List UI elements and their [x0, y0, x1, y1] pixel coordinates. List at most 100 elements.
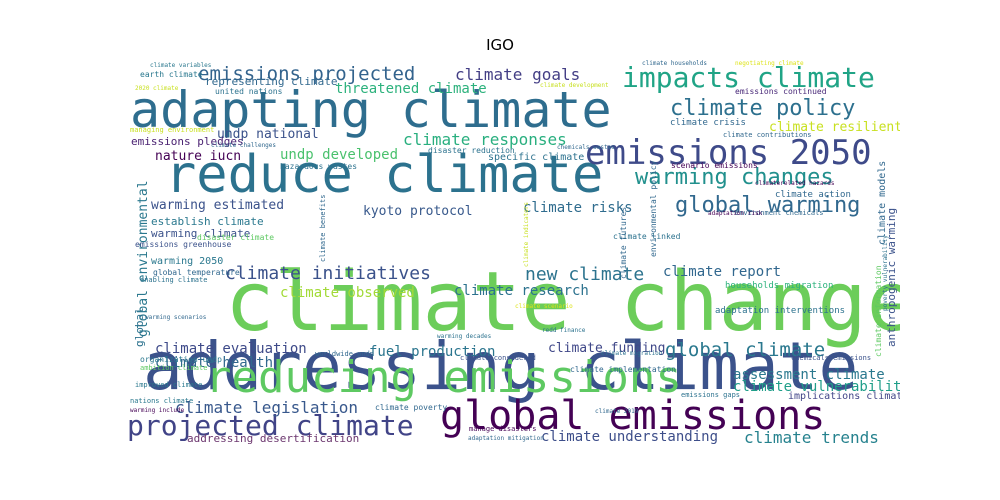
- word-warming-include: warming include: [130, 407, 185, 414]
- word-united-nations: united nations: [215, 87, 283, 96]
- word-poverty-vulnerability: poverty vulnerability: [882, 235, 889, 311]
- word-representing-climate: representing climate: [205, 75, 337, 88]
- word-adaptation-interventions: adaptation interventions: [715, 306, 845, 316]
- word-adapting-climate: adapting climate: [130, 81, 612, 139]
- word-kyoto-protocol: kyoto protocol: [363, 204, 473, 219]
- word-warming-decades: warming decades: [437, 333, 492, 340]
- word-environment-chemicals: environment chemicals: [735, 209, 824, 217]
- word-climate-evaluation: climate evaluation: [155, 341, 307, 357]
- word-emissions-greenhouse: emissions greenhouse: [135, 240, 232, 249]
- word-warming-2050: warming 2050: [151, 256, 223, 267]
- word-chemicals-wastes: chemicals wastes: [557, 144, 615, 151]
- word-climate-migration: climate migration: [601, 350, 663, 357]
- word-climate-crisis: climate crisis: [670, 118, 746, 128]
- word-impacts-climate: impacts climate: [622, 61, 875, 94]
- word-nature-iucn: nature iucn: [155, 149, 241, 164]
- word-households-migration: households migration: [725, 281, 833, 291]
- word-climate-considered: climate considered: [460, 354, 536, 362]
- word-climate-implementation: climate implementation: [570, 365, 676, 374]
- word-emissions-continued: emissions continued: [735, 87, 827, 96]
- word-emissions-gaps: emissions gaps: [681, 391, 740, 399]
- word-enabling-climate: enabling climate: [140, 276, 207, 284]
- word-global-emissions: global emissions: [440, 393, 825, 439]
- word-climate-contributions: climate contributions: [723, 131, 812, 139]
- word-assessment-climate: assessment climate: [733, 367, 885, 383]
- word-chemicals-emissions: chemicals emissions: [791, 354, 871, 362]
- word-global: global: [133, 307, 146, 347]
- word-warming-climate: warming climate: [151, 227, 250, 240]
- chart-title: IGO: [486, 36, 514, 54]
- word-global-climate: global climate: [665, 339, 825, 361]
- word-climate-benefits: climate benefits: [319, 195, 327, 262]
- word-reduce-climate: reduce climate: [165, 145, 603, 205]
- word-climate-models: climate models: [877, 161, 888, 245]
- word-global-warming: global warming: [675, 193, 860, 218]
- word-projected-climate: projected climate: [127, 409, 414, 442]
- word-climate-households: climate households: [642, 60, 707, 67]
- word-climate-health: climate health: [155, 355, 273, 371]
- word-climate-goals: climate goals: [455, 65, 580, 84]
- word-warming-changes: warming changes: [635, 165, 834, 190]
- word-hazardous-wastes: hazardous wastes: [280, 162, 357, 171]
- word-managing-environment: managing environment: [130, 126, 214, 134]
- word-specific-climate: specific climate: [488, 152, 584, 163]
- word-reducing-emissions: reducing emissions: [205, 352, 682, 403]
- word-climate-information: climate information: [874, 265, 883, 357]
- word-climate-challenges: climate challenges: [211, 142, 276, 149]
- word-warming-scenarios: warming scenarios: [145, 314, 207, 321]
- word-2020-climate: 2020 climate: [135, 85, 179, 92]
- word-ambition-climate: ambition climate: [140, 364, 207, 372]
- word-climate-funding: climate funding: [548, 341, 665, 356]
- word-establish-climate: establish climate: [151, 215, 264, 228]
- word-earth-climate: earth climate: [140, 70, 203, 79]
- word-new-climate: new climate: [525, 264, 644, 285]
- word-climate-policy: climate policy: [670, 96, 855, 121]
- word-climaterelated-hazards: climaterelated hazards: [755, 180, 835, 187]
- word-scenario-emissions: scenario emissions: [671, 161, 758, 170]
- word-improved-climate: improved climate: [135, 381, 202, 389]
- word-undp-national: undp national: [217, 127, 319, 142]
- word-climate-legislation: climate legislation: [175, 398, 358, 417]
- word-threatened-climate: threatened climate: [335, 81, 487, 97]
- word-climate-observed: climate observed: [280, 285, 415, 301]
- word-climate-futures: climate futures: [619, 207, 628, 279]
- word-emissions-2050: emissions 2050: [585, 133, 872, 173]
- word-environmental-policy: environmental policy: [649, 160, 658, 257]
- word-adaptation-mitigation: adaptation mitigation: [468, 435, 544, 442]
- word-addressing-climate: addressing climate: [143, 328, 858, 405]
- word-climate-indicators: climate indicators: [523, 202, 530, 267]
- word-climate-initiatives: climate initiatives: [225, 263, 431, 284]
- word-climate-vulnerability: climate vulnerability: [733, 379, 900, 395]
- word-implications-climate: implications climate: [788, 391, 900, 402]
- word-climate-understanding: climate understanding: [541, 429, 718, 445]
- word-emissions-projected: emissions projected: [198, 63, 415, 85]
- word-worldwide-undp: worldwide undp: [315, 350, 374, 358]
- word-climate-resilient: climate resilient: [769, 120, 900, 135]
- word-nations-climate: nations climate: [130, 397, 193, 405]
- word-climate-action: climate action: [775, 190, 851, 200]
- word-emissions-pledges: emissions pledges: [131, 135, 244, 148]
- word-addressing-desertification: addressing desertification: [187, 432, 359, 445]
- word-disaster-climate: disaster climate: [197, 233, 274, 242]
- word-climate-2019: climate 2019: [595, 408, 639, 415]
- word-organization-undp: organization undp: [140, 355, 222, 364]
- word-undp-developed: undp developed: [280, 147, 398, 163]
- word-manage-disasters: manage disasters: [469, 425, 536, 433]
- word-climate-research: climate research: [454, 283, 589, 299]
- word-climate-report: climate report: [663, 264, 781, 280]
- word-climate-trends: climate trends: [744, 428, 879, 445]
- word-climate-poverty: climate poverty: [375, 403, 447, 412]
- word-climate-variables: climate variables: [150, 62, 212, 69]
- word-negotiating-climate: negotiating climate: [735, 60, 804, 67]
- word-fuel-production: fuel production: [369, 344, 495, 360]
- word-climate-development: climate development: [540, 82, 609, 89]
- word-warming-estimated: warming estimated: [151, 198, 284, 213]
- word-global-environmental: global environmental: [136, 180, 151, 337]
- word-adaptation-risk: adaptation risk: [708, 210, 763, 217]
- word-anthropogenic-warming: anthropogenic warming: [885, 208, 898, 347]
- word-disaster-reduction: disaster reduction: [428, 146, 515, 155]
- word-global-temperature: global temperature: [153, 268, 240, 277]
- word-climate-change: climate change: [225, 255, 900, 350]
